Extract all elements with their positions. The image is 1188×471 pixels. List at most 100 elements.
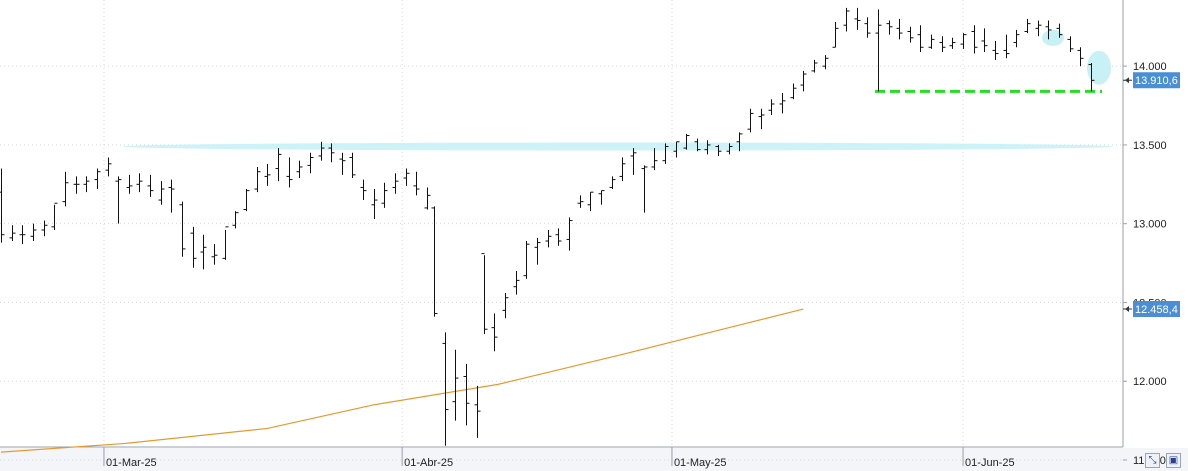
x-tick-label: 01-Jun-25 xyxy=(965,457,1015,469)
resistance-zone-highlight xyxy=(123,142,1113,151)
ohlc-bar xyxy=(513,270,520,295)
ohlc-bar xyxy=(715,144,722,156)
ohlc-bar xyxy=(534,237,541,265)
ohlc-bar xyxy=(598,190,605,205)
ohlc-bar xyxy=(1035,20,1042,37)
x-tick-label: 01-May-25 xyxy=(674,457,727,469)
zoom-icon[interactable]: ⤡ xyxy=(1145,453,1160,468)
ohlc-bar xyxy=(747,108,754,133)
ohlc-bar xyxy=(222,226,229,260)
price-tag-arrow xyxy=(1125,77,1129,84)
ohlc-bar xyxy=(949,37,956,49)
moving-average xyxy=(0,308,804,453)
price-tag-box xyxy=(1133,301,1180,318)
price-tags: 13.910,6 12.458,4 xyxy=(1123,72,1180,318)
ohlc-bar xyxy=(19,225,26,245)
marker-highlight xyxy=(1087,50,1111,85)
ohlc-bar xyxy=(481,253,488,334)
ohlc-bar xyxy=(779,92,786,114)
ohlc-bar xyxy=(854,7,861,30)
ohlc-bar xyxy=(168,179,175,213)
ohlc-bar xyxy=(1077,47,1084,67)
ohlc-bar xyxy=(413,171,420,196)
price-tag-label: 12.458,4 xyxy=(1135,304,1178,316)
ohlc-bar xyxy=(275,148,282,182)
ohlc-bar xyxy=(790,83,797,100)
ohlc-bar xyxy=(502,292,509,319)
ohlc-bar xyxy=(971,25,978,54)
ohlc-bar xyxy=(694,138,701,152)
ohlc-bar xyxy=(463,363,470,426)
ohlc-bar xyxy=(136,173,143,193)
ohlc-bar xyxy=(651,148,658,171)
ohlc-bar xyxy=(896,18,903,40)
ohlc-bar xyxy=(41,220,48,237)
ohlc-bar xyxy=(126,174,133,194)
ohlc-bar xyxy=(115,176,122,224)
save-icon[interactable]: ▣ xyxy=(1166,453,1181,468)
annotations xyxy=(123,29,1113,151)
ohlc-bar xyxy=(928,34,935,49)
y-tick-label: 12.000 xyxy=(1133,376,1167,388)
ohlc-bar xyxy=(811,59,818,73)
price-tag-label: 13.910,6 xyxy=(1135,75,1178,87)
ohlc-bar xyxy=(545,229,552,248)
ohlc-bar xyxy=(147,174,154,197)
ohlc-bar xyxy=(371,189,378,219)
ohlc-bar xyxy=(822,55,829,70)
ohlc-bar xyxy=(296,160,303,179)
ohlc-bar xyxy=(442,332,449,446)
ohlc-bar xyxy=(555,228,562,246)
ohlc-bar xyxy=(1013,29,1020,48)
ohlc-bar xyxy=(523,241,530,279)
ohlc-bar xyxy=(1045,20,1052,40)
ohlc-bar xyxy=(211,244,218,265)
ohlc-bar xyxy=(328,143,335,163)
ohlc-bar xyxy=(992,40,999,60)
ohlc-bar xyxy=(917,25,924,52)
ohlc-bar xyxy=(864,17,871,38)
ohlc-bar xyxy=(619,157,626,182)
ohlc-bar xyxy=(683,133,690,150)
ohlc-bar xyxy=(403,168,410,186)
ohlc-bar xyxy=(381,182,388,208)
ohlc-bar xyxy=(73,176,80,194)
ohlc-bar xyxy=(630,148,637,175)
date-axis: 01-Mar-25 01-Abr-25 01-May-25 01-Jun-25 xyxy=(103,447,1015,469)
ohlc-bar xyxy=(1056,23,1063,38)
ohlc-bar xyxy=(1024,18,1031,34)
ohlc-bar xyxy=(431,206,438,317)
ohlc-bar xyxy=(662,143,669,164)
ohlc-bar xyxy=(843,7,850,32)
ohlc-bar xyxy=(190,226,197,268)
ohlc-bar xyxy=(360,179,367,201)
y-tick-label: 13.000 xyxy=(1133,219,1167,231)
ohlc-bar xyxy=(105,157,112,177)
y-tick-label: 14.000 xyxy=(1133,61,1167,73)
price-tag: 12.458,4 xyxy=(1123,301,1180,318)
ohlc-bar xyxy=(832,22,839,48)
ohlc-bar xyxy=(286,157,293,188)
ohlc-bar xyxy=(641,165,648,213)
y-tick-label: 13.500 xyxy=(1133,140,1167,152)
ohlc-bar xyxy=(232,211,239,229)
x-tick-label: 01-Mar-25 xyxy=(106,457,157,469)
price-tag-arrow xyxy=(1125,306,1129,313)
ohlc-bar xyxy=(587,191,594,212)
ohlc-bar xyxy=(736,132,743,152)
ohlc-bars xyxy=(0,7,1095,446)
ohlc-bar xyxy=(1067,36,1074,52)
ohlc-bar xyxy=(673,141,680,158)
ohlc-bar xyxy=(566,217,573,251)
moving-average-line xyxy=(0,308,804,453)
ohlc-bar xyxy=(875,9,882,92)
ohlc-bar xyxy=(907,26,914,43)
ohlc-bar xyxy=(609,176,616,190)
ohlc-bar xyxy=(307,152,314,174)
ohlc-bar xyxy=(62,171,69,207)
ohlc-bar xyxy=(9,225,16,242)
ohlc-bar xyxy=(960,33,967,49)
